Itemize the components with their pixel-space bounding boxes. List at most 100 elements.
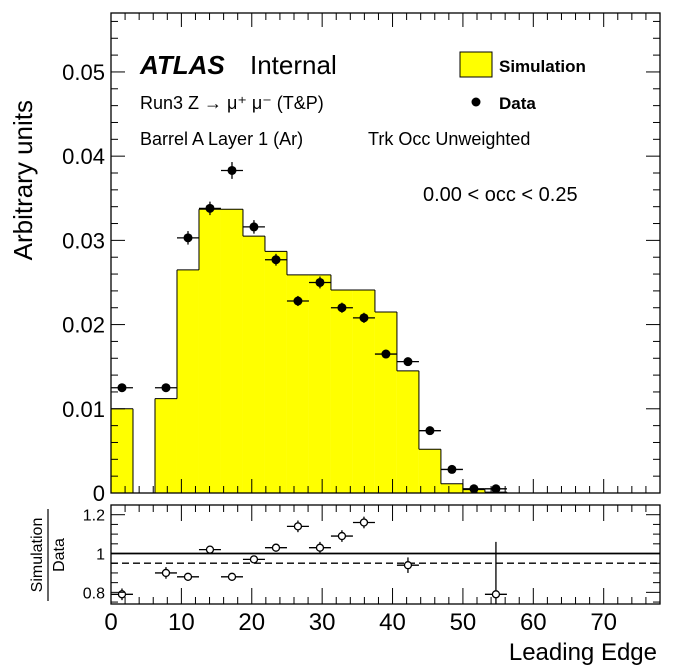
ratio-point <box>484 541 507 604</box>
data-point <box>440 464 463 474</box>
ratio-point <box>308 541 331 554</box>
simulation-bar <box>264 251 287 493</box>
ratio-y-tick-label: 1 <box>96 547 105 564</box>
data-point-marker <box>403 357 413 367</box>
y-tick-label: 0.02 <box>62 313 105 338</box>
ratio-point-marker <box>249 555 259 564</box>
y-tick-label: 0.01 <box>62 397 105 422</box>
occupancy-label: 0.00 < occ < 0.25 <box>423 184 578 206</box>
data-point-marker <box>271 255 281 265</box>
data-point-marker <box>425 426 435 436</box>
main-y-axis-label: Arbitrary units <box>8 100 38 260</box>
data-point <box>154 383 177 393</box>
y-tick-label: 0.05 <box>62 60 105 85</box>
legend-simulation-swatch <box>459 51 493 78</box>
data-point-marker <box>337 303 347 313</box>
main-y-axis: 0 0.01 0.02 0.03 0.04 0.05 <box>62 20 660 506</box>
simulation-bar <box>242 236 265 493</box>
ratio-y-axis: 0.8 1 1.2 <box>83 508 660 603</box>
data-point-marker <box>293 296 303 306</box>
ratio-point <box>396 557 419 573</box>
simulation-bar <box>220 209 243 494</box>
main-plot-frame <box>110 12 661 494</box>
ratio-y-tick-label: 1.2 <box>83 508 105 525</box>
simulation-bar <box>374 311 397 493</box>
region-label: Barrel A Layer 1 (Ar) <box>140 129 303 149</box>
ratio-point <box>154 567 177 579</box>
ratio-point-marker <box>271 543 281 552</box>
atlas-label: ATLAS <box>139 50 225 80</box>
data-point <box>308 276 331 289</box>
data-point-marker <box>447 464 457 474</box>
ratio-point-marker <box>337 531 347 541</box>
legend-data-label: Data <box>499 94 536 113</box>
y-tick-label: 0.04 <box>62 144 105 169</box>
simulation-bar <box>330 290 353 493</box>
data-point-marker <box>381 349 391 359</box>
ratio-plot-frame <box>110 504 661 605</box>
data-point-marker <box>359 313 369 323</box>
y-tick-label: 0 <box>93 481 105 506</box>
ratio-point <box>286 520 309 533</box>
weight-label: Trk Occ Unweighted <box>368 129 530 149</box>
data-point <box>418 426 441 436</box>
x-tick-label: 10 <box>168 609 195 636</box>
data-point <box>374 349 397 359</box>
simulation-bar <box>111 408 133 493</box>
simulation-bar <box>176 269 199 493</box>
data-point-marker <box>117 383 127 393</box>
x-tick-label: 0 <box>104 609 117 636</box>
data-point <box>352 312 375 323</box>
main-x-axis-ticks <box>110 13 661 493</box>
data-point <box>396 357 419 367</box>
data-point <box>264 253 287 266</box>
ratio-point-marker <box>359 518 369 527</box>
ratio-point-marker <box>161 568 171 578</box>
ratio-point <box>198 545 221 554</box>
ratio-point-marker <box>183 572 193 581</box>
data-point <box>484 484 507 494</box>
x-tick-label: 40 <box>379 609 406 636</box>
data-point-marker <box>491 484 501 494</box>
ratio-point <box>264 543 287 552</box>
simulation-bar <box>418 449 441 493</box>
legend: Simulation Data <box>459 51 586 113</box>
simulation-bar <box>308 274 331 493</box>
simulation-bar <box>440 483 463 493</box>
data-points <box>110 162 507 494</box>
ratio-label-numerator: Simulation <box>29 518 46 593</box>
data-point <box>242 220 265 234</box>
data-point-marker <box>183 233 193 243</box>
data-point <box>286 295 309 307</box>
internal-label: Internal <box>250 50 337 80</box>
ratio-point-marker <box>403 561 413 570</box>
data-point <box>177 231 199 245</box>
ratio-point <box>330 530 353 542</box>
ratio-point <box>352 516 375 529</box>
data-point <box>462 484 485 494</box>
ratio-x-axis: 0 10 20 30 40 50 60 70 <box>104 505 661 636</box>
data-point-marker <box>249 222 259 232</box>
ratio-label-denominator: Data <box>51 538 68 572</box>
legend-simulation-label: Simulation <box>499 57 586 76</box>
simulation-bar <box>198 209 221 494</box>
ratio-point-marker <box>491 590 501 599</box>
ratio-reference-lines <box>111 552 660 564</box>
ratio-point-marker <box>315 543 325 552</box>
data-point-marker <box>469 484 479 494</box>
simulation-bar <box>396 370 419 493</box>
ratio-point-marker <box>117 590 127 599</box>
ratio-point-marker <box>293 522 303 531</box>
x-tick-label: 60 <box>520 609 547 636</box>
ratio-point-marker <box>205 545 215 554</box>
x-tick-label: 50 <box>450 609 477 636</box>
data-point <box>110 383 133 393</box>
data-point-marker <box>205 203 215 213</box>
data-point <box>220 162 243 179</box>
x-tick-label: 70 <box>590 609 617 636</box>
process-label: Run3 Z → μ⁺ μ⁻ (T&P) <box>140 93 324 113</box>
simulation-bar <box>286 274 309 493</box>
ratio-point-marker <box>227 572 237 581</box>
